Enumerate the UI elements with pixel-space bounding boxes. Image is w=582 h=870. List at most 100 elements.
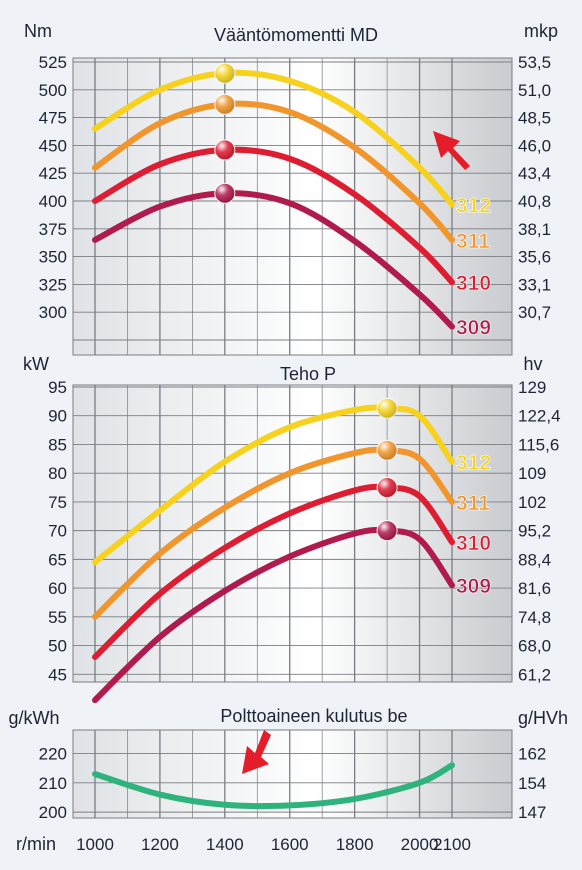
x-axis-title: r/min <box>16 834 56 854</box>
peak-marker-shine-312 <box>214 63 235 84</box>
power-series-lines <box>92 404 455 704</box>
x-tick-label: 2100 <box>433 835 471 854</box>
left-tick-label: 75 <box>48 493 67 512</box>
fuel-right-axis-title: g/HVh <box>518 708 568 728</box>
series-line-fuel <box>92 762 455 810</box>
right-tick-label: 129 <box>518 378 546 397</box>
series-line-310 <box>92 483 455 661</box>
left-tick-label: 450 <box>39 136 67 155</box>
left-tick-label: 425 <box>39 164 67 183</box>
torque-up-arrow <box>433 131 470 170</box>
fuel-down-arrow <box>242 730 271 774</box>
series-line-312 <box>92 404 455 566</box>
left-tick-label: 325 <box>39 275 67 294</box>
right-tick-label: 46,0 <box>518 136 551 155</box>
left-tick-label: 85 <box>48 435 67 454</box>
torque-right-axis-title: mkp <box>524 21 558 41</box>
right-tick-label: 162 <box>518 744 546 763</box>
torque-series-lines <box>92 69 455 330</box>
left-tick-label: 475 <box>39 109 67 128</box>
left-tick-label: 300 <box>39 303 67 322</box>
fuel-right-tick-labels: 162 154 147 <box>518 744 546 822</box>
series-end-label-312: 312 <box>456 452 491 475</box>
power-panel: Teho P kW hv 95 90 85 80 75 70 65 60 55 50 45 129 1… <box>23 354 561 704</box>
series-line-310 <box>92 146 455 286</box>
left-tick-label: 60 <box>48 579 67 598</box>
left-tick-label: 210 <box>39 774 67 793</box>
left-tick-label: 50 <box>48 637 67 656</box>
power-left-axis-title: kW <box>23 354 49 374</box>
right-tick-label: 61,2 <box>518 665 551 684</box>
right-tick-label: 51,0 <box>518 81 551 100</box>
fuel-title: Polttoaineen kulutus be <box>220 706 407 726</box>
series-line-309 <box>92 526 455 704</box>
x-tick-label: 1000 <box>76 835 114 854</box>
right-tick-label: 95,2 <box>518 522 551 541</box>
torque-right-tick-labels: 53,5 51,0 48,5 46,0 43,4 40,8 38,1 35,6 33,1 30,7 <box>518 53 551 322</box>
power-title: Teho P <box>280 364 336 384</box>
peak-marker-shine-310 <box>214 139 235 160</box>
right-tick-label: 154 <box>518 774 546 793</box>
left-tick-label: 95 <box>48 378 67 397</box>
left-tick-label: 45 <box>48 665 67 684</box>
fuel-panel: Polttoaineen kulutus be g/kWh g/HVh 2202… <box>8 706 568 822</box>
left-tick-label: 70 <box>48 522 67 541</box>
peak-marker-shine-309 <box>377 520 398 541</box>
peak-marker-shine-311 <box>377 440 398 461</box>
series-end-label-311: 311 <box>456 492 490 515</box>
left-tick-label: 375 <box>39 220 67 239</box>
right-tick-label: 88,4 <box>518 550 551 569</box>
right-tick-label: 74,8 <box>518 608 551 627</box>
series-end-label-310: 310 <box>456 532 491 555</box>
right-tick-label: 43,4 <box>518 164 551 183</box>
peak-marker-shine-310 <box>377 477 398 498</box>
series-line-309 <box>92 190 455 330</box>
right-tick-label: 33,1 <box>518 275 551 294</box>
torque-left-axis-title: Nm <box>24 21 52 41</box>
torque-panel: Vääntömomentti MD Nm mkp 525 500 475 450 425… <box>24 21 558 356</box>
right-tick-label: 147 <box>518 803 546 822</box>
left-tick-label: 55 <box>48 608 67 627</box>
right-tick-label: 48,5 <box>518 109 551 128</box>
power-series-end-labels: 312 311 310 309 <box>456 451 492 598</box>
fuel-left-tick-labels: 220 210 200 <box>39 744 67 822</box>
left-tick-label: 220 <box>39 744 67 763</box>
series-line-312 <box>92 69 455 208</box>
peak-marker-shine-309 <box>214 183 235 204</box>
left-tick-label: 65 <box>48 550 67 569</box>
left-tick-label: 350 <box>39 248 67 267</box>
torque-gridlines <box>73 58 512 355</box>
left-tick-label: 525 <box>39 53 67 72</box>
right-tick-label: 115,6 <box>518 435 559 454</box>
left-tick-label: 90 <box>48 407 67 426</box>
series-end-label-312: 312 <box>456 194 491 217</box>
x-tick-label: 1200 <box>141 835 179 854</box>
peak-marker-shine-311 <box>214 94 235 115</box>
torque-left-tick-labels: 525 500 475 450 425 400 375 350 325 300 <box>39 53 67 322</box>
right-tick-label: 81,6 <box>518 579 551 598</box>
right-tick-label: 68,0 <box>518 637 551 656</box>
power-left-tick-labels: 95 90 85 80 75 70 65 60 55 50 45 <box>48 378 67 684</box>
left-tick-label: 500 <box>39 81 67 100</box>
torque-series-end-labels: 312 311 310 309 <box>456 194 492 340</box>
fuel-left-axis-title: g/kWh <box>8 708 59 728</box>
right-tick-label: 109 <box>518 464 546 483</box>
right-tick-label: 102 <box>518 493 546 512</box>
power-right-axis-title: hv <box>523 354 542 374</box>
series-end-label-310: 310 <box>456 272 491 295</box>
power-right-tick-labels: 129 122,4 115,6 109 102 95,2 88,4 81,6 74,8 68,0 6… <box>518 378 561 684</box>
right-tick-label: 35,6 <box>518 248 551 267</box>
series-line-311 <box>92 446 455 620</box>
left-tick-label: 400 <box>39 192 67 211</box>
x-tick-label: 1600 <box>271 835 309 854</box>
power-plot-area <box>72 384 513 683</box>
right-tick-label: 53,5 <box>518 53 551 72</box>
left-tick-label: 200 <box>39 803 67 822</box>
series-end-label-309: 309 <box>456 317 491 340</box>
fuel-series-lines <box>92 762 455 810</box>
series-line-311 <box>92 100 455 243</box>
x-tick-label: 2000 <box>401 835 439 854</box>
left-tick-label: 80 <box>48 464 67 483</box>
right-tick-label: 38,1 <box>518 220 551 239</box>
